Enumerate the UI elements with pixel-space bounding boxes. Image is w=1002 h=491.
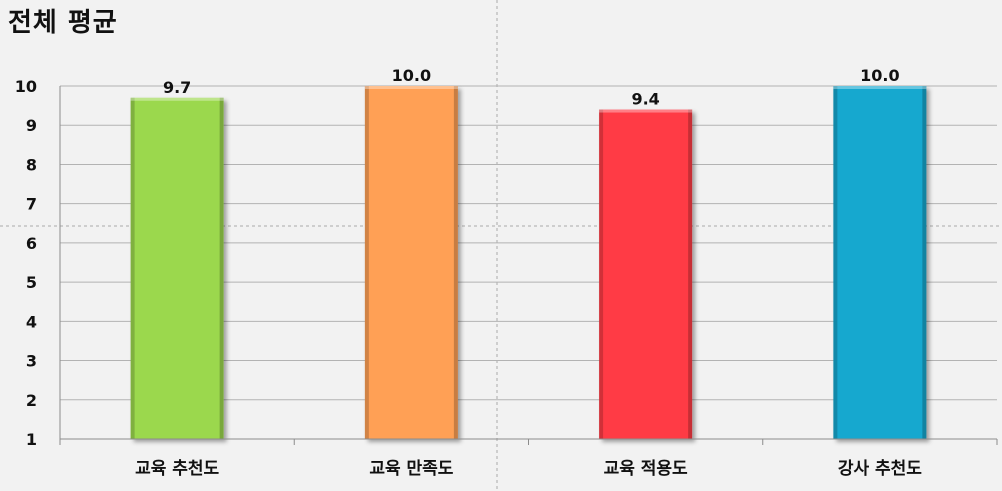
y-tick-label: 3 [26,352,37,371]
y-tick-label: 4 [26,312,37,331]
chart-title: 전체 평균 [8,8,118,38]
bar-top-highlight [364,86,458,89]
bar-edge-shade [922,86,927,439]
y-tick-label: 2 [26,391,37,410]
data-label: 10.0 [392,66,431,85]
y-tick-labels: 1 2 3 4 5 6 7 8 9 10 [15,77,37,449]
y-tick-label: 5 [26,273,37,292]
bar-edge-shade [453,86,458,439]
category-label: 교육 만족도 [369,459,453,479]
data-labels: 9.7 10.0 9.4 10.0 [163,66,900,109]
y-tick-label: 1 [26,430,37,449]
y-tick-label: 7 [26,195,37,214]
bar [599,109,693,440]
data-label: 9.4 [631,90,659,109]
bar-edge-shade [688,109,693,440]
data-label: 10.0 [860,66,899,85]
category-label: 강사 추천도 [838,459,922,479]
bar [364,86,458,439]
category-label: 교육 추천도 [135,459,219,479]
x-axis [59,86,998,445]
bars [130,86,927,440]
bar-edge-shade [130,97,135,440]
y-tick-label: 10 [15,77,37,96]
bar-edge-shade [364,86,369,439]
y-tick-label: 8 [26,155,37,174]
category-labels: 교육 추천도 교육 만족도 교육 적용도 강사 추천도 [135,459,922,479]
data-label: 9.7 [163,78,191,97]
category-label: 교육 적용도 [604,459,688,479]
bar-edge-shade [599,109,604,440]
bar-edge-shade [219,97,224,440]
y-tick-label: 6 [26,234,37,253]
bar-top-highlight [599,109,693,113]
bar [130,97,224,440]
y-tick-label: 9 [26,116,37,135]
bar-top-highlight [833,86,927,89]
bar-edge-shade [833,86,838,439]
bar-top-highlight [130,97,224,101]
bar [833,86,927,439]
